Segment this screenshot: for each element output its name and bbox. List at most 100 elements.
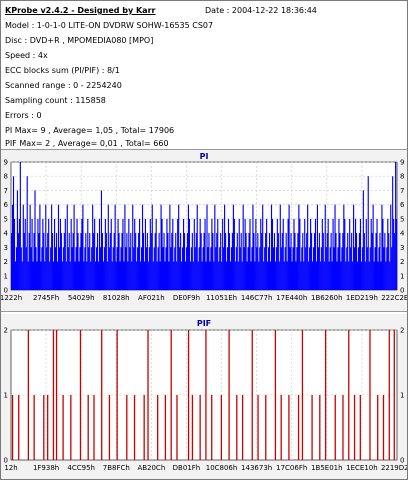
pi-bar [370,218,372,290]
pi-bar [362,190,364,290]
pi-bar [173,261,175,290]
model-line: Model : 1-0-1-0 LITE-ON DVDRW SOHW-16535… [5,21,214,30]
pi-bar [328,261,330,290]
y-tick-label-left: 1 [4,272,8,280]
pi-bar [42,218,44,290]
pi-bar [164,261,166,290]
pi-bar [51,204,53,290]
pi-bar [79,247,81,290]
pi-bar [283,261,285,290]
pi-bar [102,261,104,290]
pi-bar [262,204,264,290]
pi-bar [352,261,354,290]
pi-bar [306,233,308,290]
pi-bar [165,247,167,290]
pi-bar [229,261,232,290]
pi-bar [144,218,147,290]
pi-bar [392,176,394,290]
pi-bar [295,261,297,290]
pi-bar [82,204,84,290]
y-tick-label-left: 3 [4,244,8,252]
pi-bar [189,261,191,290]
pi-bar [235,247,237,290]
pi-bar [136,261,138,290]
pi-bar [54,218,56,290]
pi-bar [228,233,231,290]
pif-chart: PIF 0 0 1 1 2 2 12h 1F938h 4CC95h 7B8FCh AB20Ch DB01… [4,319,408,472]
pi-bar [395,162,397,290]
pi-bar [305,247,307,290]
pi-bar [167,233,169,290]
pi-bar [17,233,19,290]
pi-bar [131,261,133,290]
pi-bar [259,247,261,290]
pi-bar [337,247,339,290]
pi-bar [375,233,377,290]
pi-bar [24,218,26,290]
pi-bar [205,261,207,290]
pi-bar [279,204,281,290]
pi-bar [206,204,208,290]
pi-bar [334,204,336,290]
pi-bar [274,261,276,290]
pi-bar [325,247,327,290]
x-tick-label: 222C2Eh [381,294,407,302]
pi-bar [121,233,123,290]
pi-bar [311,261,314,290]
pi-bar [113,233,115,290]
pi-bar [197,261,199,290]
pi-bar [239,247,241,290]
pi-bar [180,233,182,290]
pi-bar [100,190,103,290]
pi-bar [269,261,272,290]
pi-bar [227,218,230,290]
pi-bar [234,261,236,290]
pi-bar [351,233,353,290]
pi-bar [246,261,248,290]
pi-bar [213,261,215,290]
x-tick-label: 12h [4,464,17,472]
pi-bar [35,247,37,290]
pi-bar [177,218,179,290]
pi-bar [208,233,210,290]
pi-bar [240,233,242,290]
ecc-line: ECC blocks sum (PI/PIF) : 8/1 [5,66,120,75]
pi-bar [290,233,292,290]
pi-bar [300,261,302,290]
y-tick-label-right: 2 [400,258,404,266]
pi-bar [53,261,55,290]
pi-bar [118,233,120,290]
pi-bar [135,233,137,290]
pi-bar [87,218,89,290]
pi-bar [166,218,168,290]
pi-bar [292,247,294,290]
pi-bar [40,261,42,290]
x-tick-label: 146C77h [241,294,273,302]
pi-bar [152,261,154,290]
pi-bar [145,247,147,290]
pi-bar [308,261,310,290]
y-tick-label-right: 9 [400,159,404,167]
pi-bar [342,233,344,290]
pi-bar [38,233,40,290]
x-tick-label: 17E440h [276,294,307,302]
pi-bar [86,261,88,290]
pi-bar [212,233,214,290]
pi-bar [268,247,270,290]
pi-bar [77,233,79,290]
pi-bar [211,218,213,290]
pi-bar [157,247,159,290]
pi-bar [368,261,370,290]
disc-line: Disc : DVD+R , MPOMEDIA080 [MPO] [5,36,154,45]
pi-bar [72,233,74,290]
pi-chart: PI 0 0 1 1 2 2 3 3 4 4 5 5 6 6 7 7 8 8 9 9 1222h 2745Fh 54029h 8… [0,152,408,302]
y-tick-label-right: 7 [400,187,404,195]
pi-bar [280,247,282,290]
pi-bar [129,247,131,290]
pi-bar [202,247,204,290]
pi-bar [49,261,51,290]
pi-bar [268,233,271,290]
pi-bar [80,233,82,290]
pi-bar [313,233,316,290]
y-tick-label-left: 0 [4,287,8,295]
